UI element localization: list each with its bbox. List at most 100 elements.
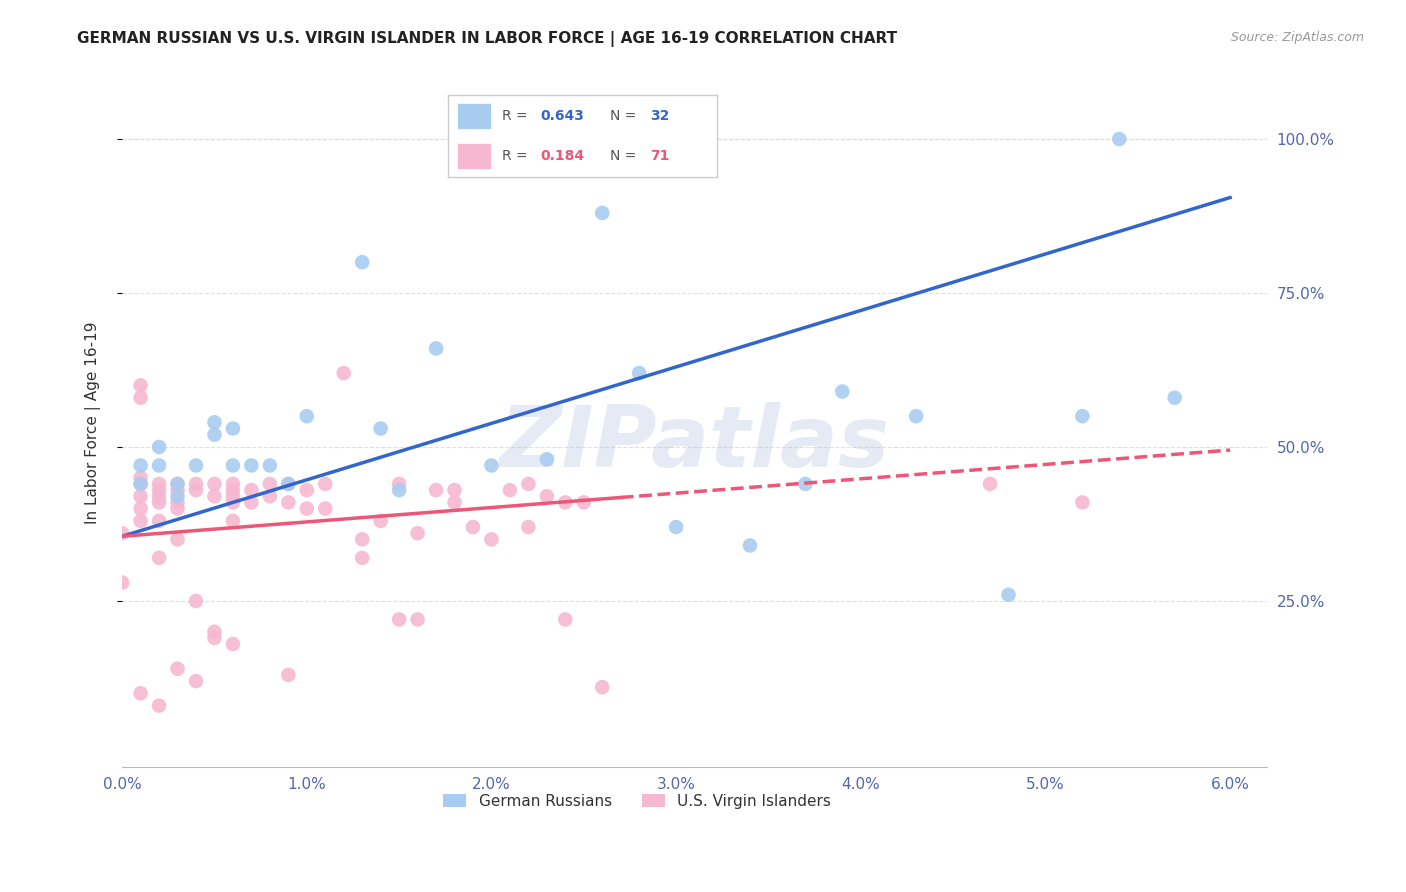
Point (166, 477, 188, 491)
Point (277, 668, 299, 682)
Point (1071, 409, 1094, 424)
Point (166, 489, 188, 503)
Point (259, 458, 281, 473)
Point (129, 378, 152, 392)
Point (129, 514, 152, 528)
Point (314, 501, 336, 516)
Point (572, 495, 595, 509)
Point (184, 458, 207, 473)
Point (222, 421, 245, 435)
Point (148, 458, 170, 473)
Point (240, 483, 263, 497)
Point (129, 686, 152, 700)
Text: Source: ZipAtlas.com: Source: ZipAtlas.com (1230, 31, 1364, 45)
Point (352, 550, 374, 565)
Point (388, 483, 411, 497)
Point (406, 526, 429, 541)
Point (129, 477, 152, 491)
Point (111, 526, 134, 541)
Point (129, 477, 152, 491)
Point (204, 489, 226, 503)
Point (370, 421, 392, 435)
Point (997, 588, 1019, 602)
Point (204, 427, 226, 442)
Point (148, 495, 170, 509)
Point (222, 483, 245, 497)
Point (184, 673, 207, 688)
Point (166, 533, 188, 547)
Point (314, 477, 336, 491)
Point (166, 483, 188, 497)
Point (1163, 391, 1185, 405)
Point (591, 206, 613, 220)
Point (536, 452, 558, 467)
Point (222, 477, 245, 491)
Point (1071, 495, 1094, 509)
Point (277, 477, 299, 491)
Point (352, 255, 374, 269)
Point (148, 550, 170, 565)
Point (129, 501, 152, 516)
Point (204, 631, 226, 645)
Point (129, 489, 152, 503)
Point (222, 489, 245, 503)
Point (222, 637, 245, 651)
Point (499, 483, 522, 497)
Point (352, 533, 374, 547)
Point (148, 514, 170, 528)
Point (129, 458, 152, 473)
Point (738, 539, 761, 553)
Point (388, 477, 411, 491)
Point (536, 489, 558, 503)
Point (831, 384, 853, 399)
Point (425, 342, 447, 356)
Point (204, 624, 226, 639)
Point (240, 458, 263, 473)
Point (259, 489, 281, 503)
Point (517, 477, 540, 491)
Point (591, 680, 613, 694)
Point (148, 440, 170, 454)
Point (148, 483, 170, 497)
Text: GERMAN RUSSIAN VS U.S. VIRGIN ISLANDER IN LABOR FORCE | AGE 16-19 CORRELATION CH: GERMAN RUSSIAN VS U.S. VIRGIN ISLANDER I… (77, 31, 897, 47)
Point (277, 495, 299, 509)
Point (129, 391, 152, 405)
Point (148, 477, 170, 491)
Point (794, 477, 817, 491)
Point (1108, 132, 1130, 146)
Point (295, 501, 318, 516)
Point (443, 495, 465, 509)
Point (204, 477, 226, 491)
Point (295, 409, 318, 424)
Point (277, 477, 299, 491)
Point (129, 471, 152, 485)
Point (481, 458, 503, 473)
Point (517, 520, 540, 534)
Point (370, 514, 392, 528)
Point (111, 575, 134, 590)
Point (388, 612, 411, 626)
Y-axis label: In Labor Force | Age 16-19: In Labor Force | Age 16-19 (86, 321, 101, 524)
Point (259, 477, 281, 491)
Point (166, 662, 188, 676)
Point (222, 495, 245, 509)
Legend: German Russians, U.S. Virgin Islanders: German Russians, U.S. Virgin Islanders (437, 788, 838, 814)
Point (554, 495, 576, 509)
Point (554, 612, 576, 626)
Point (166, 477, 188, 491)
Point (184, 483, 207, 497)
Point (222, 514, 245, 528)
Point (461, 520, 484, 534)
Point (406, 612, 429, 626)
Point (905, 409, 928, 424)
Point (148, 698, 170, 713)
Point (665, 520, 688, 534)
Point (443, 483, 465, 497)
Point (148, 489, 170, 503)
Point (166, 495, 188, 509)
Point (979, 477, 1001, 491)
Point (184, 594, 207, 608)
Point (184, 477, 207, 491)
Point (204, 415, 226, 429)
Point (481, 533, 503, 547)
